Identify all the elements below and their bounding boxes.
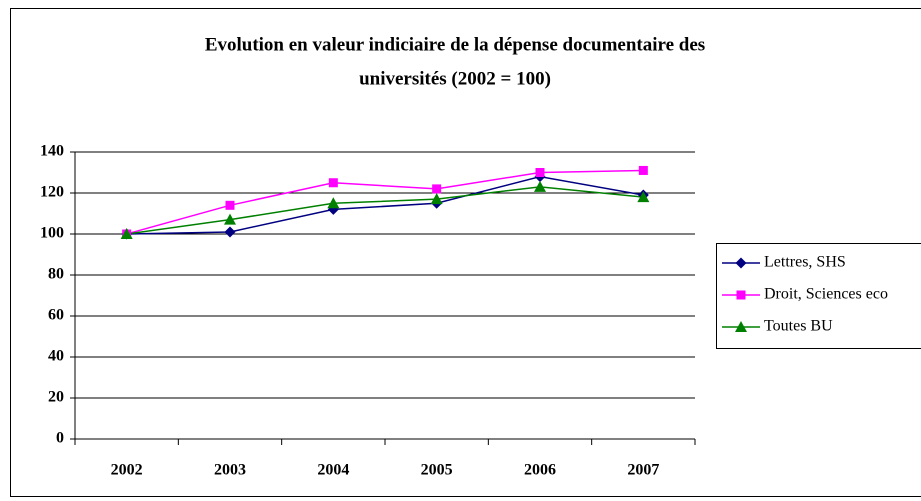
x-tick-label: 2005 — [421, 462, 453, 479]
series-line — [126, 169, 644, 235]
y-tick-label: 140 — [40, 143, 64, 160]
marker — [225, 200, 235, 210]
legend-label: Toutes BU — [764, 318, 833, 335]
legend-box — [716, 243, 921, 349]
marker — [224, 226, 236, 238]
marker — [224, 213, 236, 225]
marker — [430, 193, 443, 205]
marker — [327, 197, 340, 209]
series-line — [126, 175, 644, 235]
x-tick-label: 2004 — [317, 462, 349, 479]
chart-title: Evolution en valeur indiciaire de la dép… — [205, 34, 705, 55]
y-tick-label: 60 — [48, 307, 64, 324]
marker — [328, 178, 338, 188]
series-line — [126, 186, 644, 235]
marker — [432, 184, 442, 194]
x-tick-label: 2006 — [524, 462, 556, 479]
y-tick-label: 120 — [40, 184, 64, 201]
y-tick-label: 0 — [56, 430, 64, 447]
y-tick-label: 20 — [48, 389, 64, 406]
legend-label: Lettres, SHS — [764, 254, 846, 271]
x-tick-label: 2003 — [214, 462, 246, 479]
marker — [736, 290, 746, 300]
y-tick-label: 40 — [48, 348, 64, 365]
marker — [637, 191, 650, 203]
marker — [535, 168, 545, 177]
marker — [735, 321, 747, 332]
marker — [638, 165, 648, 175]
marker — [735, 257, 747, 269]
marker — [120, 228, 133, 239]
y-tick-label: 80 — [48, 266, 64, 283]
y-tick-label: 100 — [40, 225, 64, 242]
legend-label: Droit, Sciences eco — [764, 286, 888, 303]
x-tick-label: 2007 — [627, 462, 659, 479]
x-tick-label: 2002 — [111, 462, 143, 479]
marker — [534, 180, 546, 192]
chart-title: universités (2002 = 100) — [359, 68, 551, 89]
